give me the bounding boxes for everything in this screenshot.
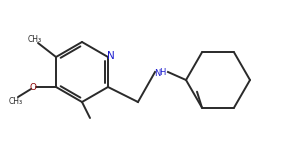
Text: CH₃: CH₃	[9, 97, 23, 106]
Text: N: N	[107, 51, 115, 61]
Text: O: O	[29, 82, 37, 91]
Text: N: N	[154, 69, 160, 77]
Text: H: H	[159, 67, 165, 76]
Text: CH₃: CH₃	[28, 35, 42, 44]
